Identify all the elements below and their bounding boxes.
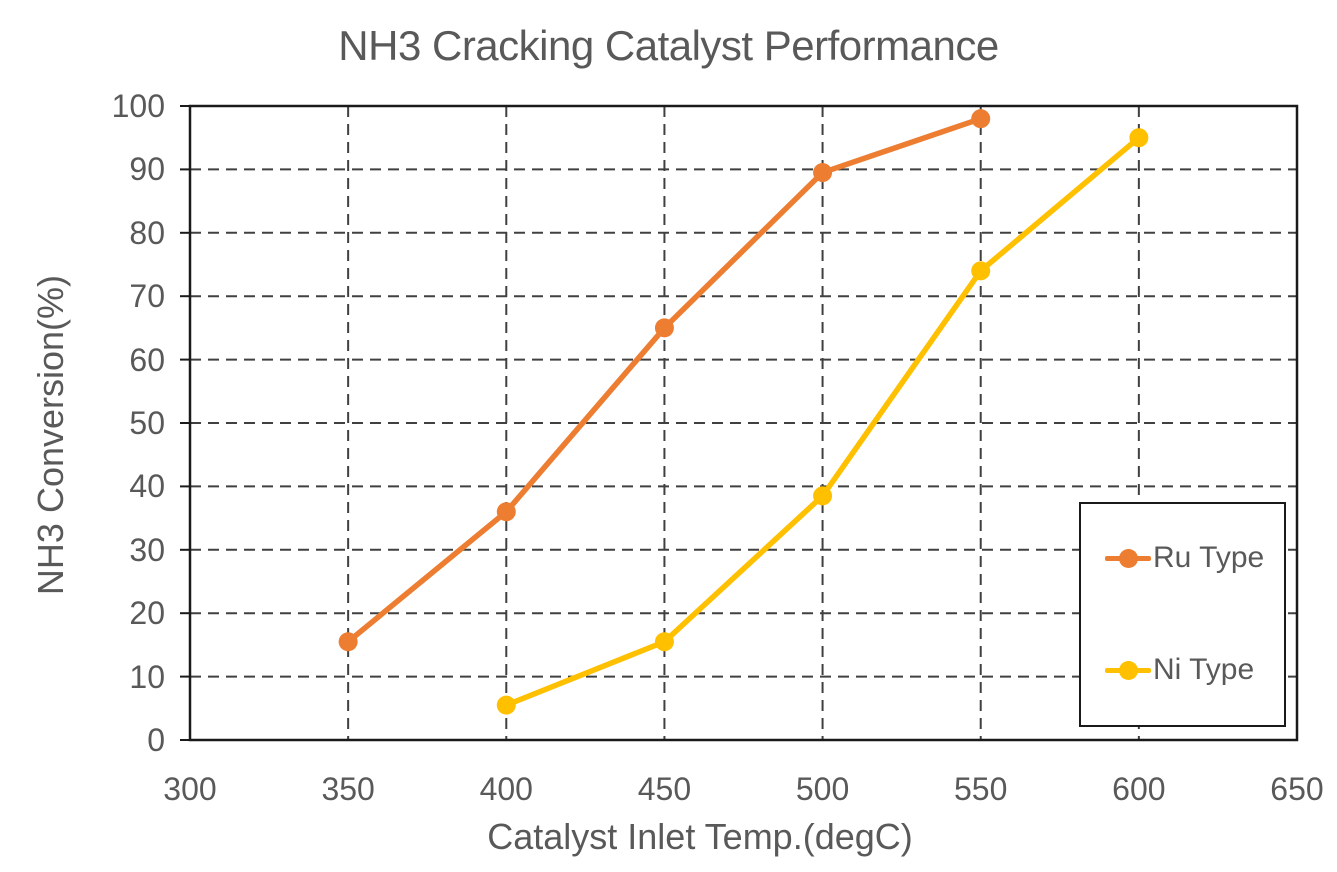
data-point-ru-type — [813, 163, 833, 183]
data-point-ru-type — [496, 502, 516, 522]
y-tick-label: 10 — [129, 658, 165, 695]
x-tick-label: 550 — [954, 771, 1008, 807]
y-tick-label: 70 — [129, 278, 165, 315]
data-point-ni-type — [971, 261, 991, 281]
data-point-ru-type — [654, 318, 674, 338]
data-point-ni-type — [654, 632, 674, 652]
legend-label-ni-type: Ni Type — [1153, 653, 1255, 686]
legend-entry-ni-type: Ni Type — [1081, 648, 1284, 692]
x-axis-title: Catalyst Inlet Temp.(degC) — [487, 816, 913, 857]
y-tick-label: 0 — [147, 722, 165, 758]
y-tick-label: 100 — [111, 88, 165, 124]
plot-border — [188, 104, 1299, 742]
x-tick-label: 400 — [479, 771, 533, 807]
y-tick-label: 20 — [129, 595, 165, 632]
x-tick-label: 300 — [163, 771, 217, 807]
ru-type-legend-marker-icon — [1105, 548, 1151, 568]
y-tick-label: 90 — [129, 151, 165, 188]
data-point-ru-type — [338, 632, 358, 652]
y-tick-label: 60 — [129, 341, 165, 378]
x-tick-label: 350 — [321, 771, 375, 807]
data-point-ni-type — [813, 486, 833, 506]
y-tick-label: 30 — [129, 531, 165, 568]
x-tick-label: 500 — [795, 771, 850, 807]
x-tick-label: 600 — [1112, 771, 1166, 807]
ni-type-legend-dot — [1119, 660, 1138, 680]
data-point-ni-type — [1129, 128, 1149, 148]
x-tick-label: 450 — [637, 771, 692, 807]
legend-label-ru-type: Ru Type — [1153, 541, 1265, 574]
data-point-ni-type — [496, 695, 516, 715]
data-point-ru-type — [971, 109, 991, 129]
legend: Ru Type Ni Type — [1079, 502, 1286, 727]
ni-type-legend-marker-icon — [1105, 660, 1151, 680]
y-tick-label: 40 — [129, 468, 165, 505]
legend-entry-ru-type: Ru Type — [1081, 536, 1284, 580]
x-tick-label: 650 — [1270, 771, 1324, 807]
ru-type-legend-dot — [1119, 548, 1138, 568]
chart-title: NH3 Cracking Catalyst Performance — [338, 22, 999, 69]
y-tick-label: 80 — [129, 214, 165, 251]
y-tick-label: 50 — [129, 405, 165, 441]
